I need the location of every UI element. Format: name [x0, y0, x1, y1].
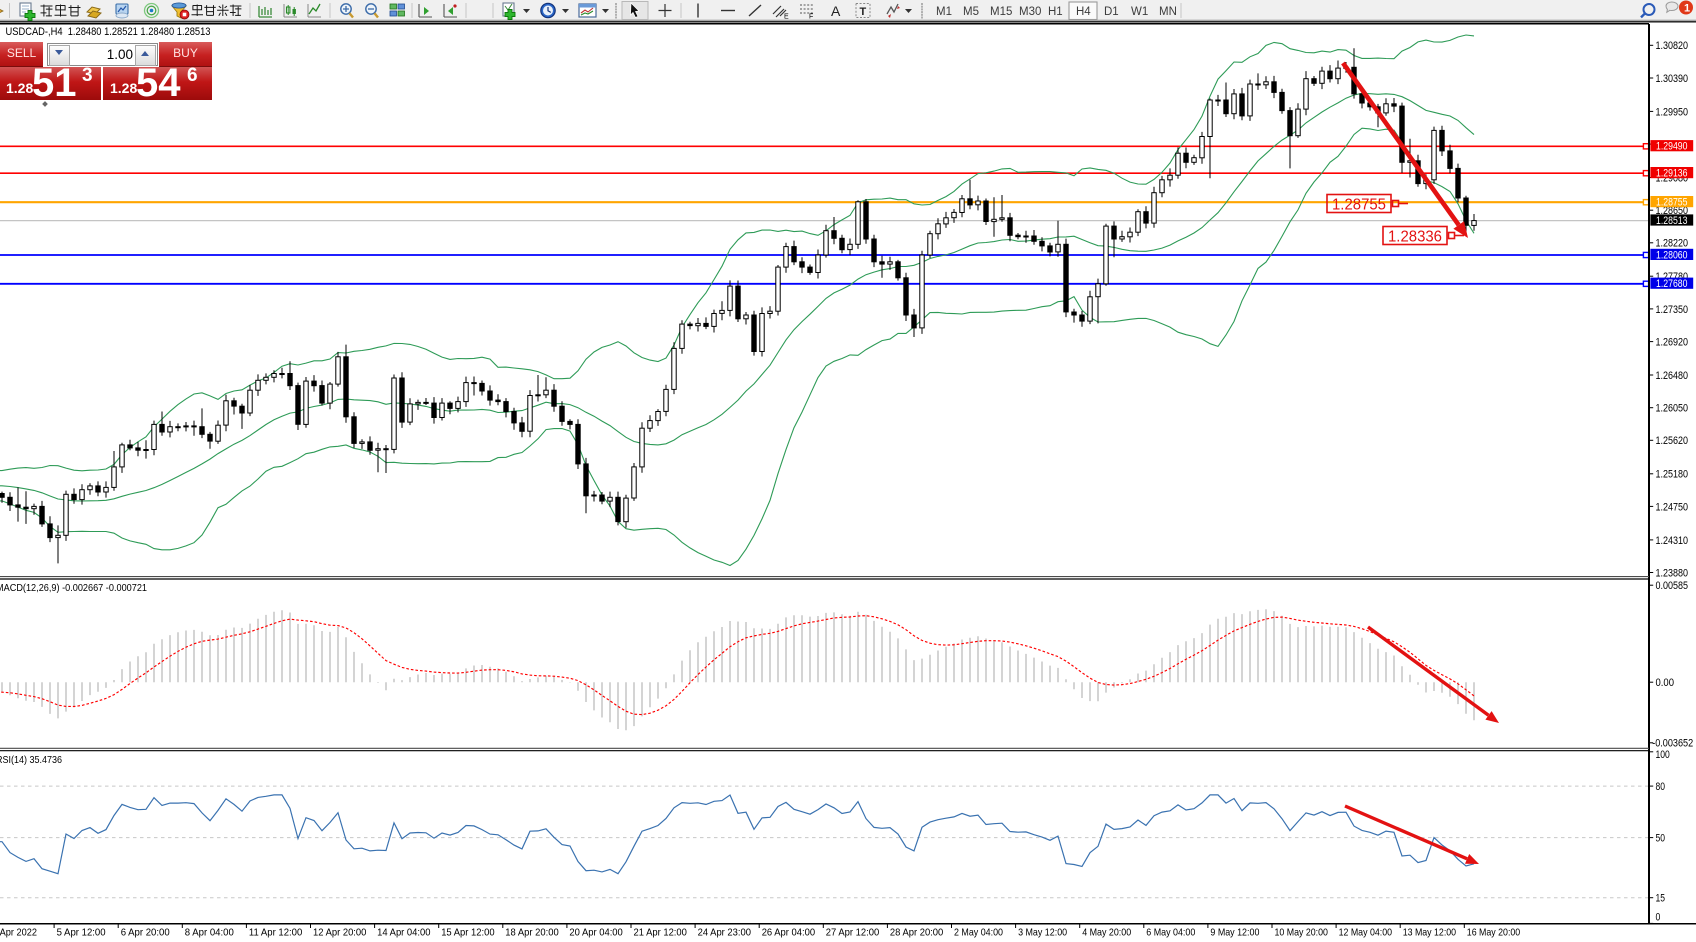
svg-text:1.24310: 1.24310	[1656, 535, 1689, 547]
svg-text:M1: M1	[936, 6, 952, 18]
svg-text:1.30390: 1.30390	[1656, 73, 1689, 85]
svg-text:M15: M15	[990, 6, 1012, 18]
svg-text:0.00585: 0.00585	[1656, 580, 1689, 592]
svg-text:1.29950: 1.29950	[1656, 106, 1689, 118]
svg-text:-0.003652: -0.003652	[1652, 738, 1693, 750]
svg-text:1.28220: 1.28220	[1656, 238, 1689, 250]
svg-text:14 Apr 04:00: 14 Apr 04:00	[377, 928, 431, 939]
svg-text:20 Apr 04:00: 20 Apr 04:00	[569, 928, 623, 939]
svg-text:W1: W1	[1131, 6, 1148, 18]
svg-text:5 Apr 12:00: 5 Apr 12:00	[57, 928, 106, 939]
svg-text:28 Apr 20:00: 28 Apr 20:00	[890, 928, 944, 939]
svg-text:E: E	[784, 14, 789, 21]
svg-text:9 May 12:00: 9 May 12:00	[1210, 928, 1259, 939]
svg-text:4 May 20:00: 4 May 20:00	[1082, 928, 1131, 939]
svg-text:4 Apr 2022: 4 Apr 2022	[0, 928, 37, 939]
svg-text:1.28755: 1.28755	[1332, 197, 1386, 214]
svg-text:H1: H1	[1048, 6, 1063, 18]
svg-text:6 Apr 20:00: 6 Apr 20:00	[121, 928, 170, 939]
svg-text:3 May 12:00: 3 May 12:00	[1018, 928, 1067, 939]
svg-text:100: 100	[1656, 749, 1670, 761]
svg-text:8 Apr 04:00: 8 Apr 04:00	[185, 928, 234, 939]
svg-text:1: 1	[1684, 3, 1690, 15]
svg-text:80: 80	[1656, 781, 1666, 793]
svg-text:USDCAD-,H4 1.28480 1.28521 1.: USDCAD-,H4 1.28480 1.28521 1.28480 1.285…	[6, 26, 211, 38]
svg-text:1.25620: 1.25620	[1656, 435, 1689, 447]
svg-text:1.27680: 1.27680	[1656, 278, 1688, 290]
svg-text:2 May 04:00: 2 May 04:00	[954, 928, 1003, 939]
svg-text:24 Apr 23:00: 24 Apr 23:00	[698, 928, 752, 939]
svg-text:M5: M5	[963, 6, 979, 18]
svg-text:26 Apr 04:00: 26 Apr 04:00	[762, 928, 816, 939]
svg-text:1.24750: 1.24750	[1656, 501, 1689, 513]
svg-text:12 May 04:00: 12 May 04:00	[1339, 928, 1393, 939]
svg-text:12 Apr 20:00: 12 Apr 20:00	[313, 928, 367, 939]
svg-text:15 Apr 12:00: 15 Apr 12:00	[441, 928, 495, 939]
svg-text:1.28755: 1.28755	[1656, 197, 1688, 209]
svg-text:0: 0	[1656, 912, 1661, 924]
svg-text:1.27350: 1.27350	[1656, 304, 1689, 316]
svg-text:1.26480: 1.26480	[1656, 370, 1689, 382]
svg-text:27 Apr 12:00: 27 Apr 12:00	[826, 928, 880, 939]
svg-text:21 Apr 12:00: 21 Apr 12:00	[634, 928, 688, 939]
svg-text:MACD(12,26,9) -0.002667 -0.000: MACD(12,26,9) -0.002667 -0.000721	[0, 582, 147, 594]
svg-text:1.29136: 1.29136	[1656, 168, 1688, 180]
svg-text:D1: D1	[1104, 6, 1119, 18]
svg-text:RSI(14) 35.4736: RSI(14) 35.4736	[0, 754, 62, 766]
svg-text:T: T	[860, 6, 867, 18]
svg-text:1.26050: 1.26050	[1656, 403, 1689, 415]
svg-text:1.28513: 1.28513	[1656, 215, 1688, 227]
svg-text:1.26920: 1.26920	[1656, 337, 1689, 349]
svg-text:1.28060: 1.28060	[1656, 249, 1688, 261]
svg-text:1.28650: 1.28650	[1656, 205, 1689, 217]
svg-text:1.28336: 1.28336	[1388, 229, 1442, 246]
svg-text:6 May 04:00: 6 May 04:00	[1146, 928, 1195, 939]
svg-text:M30: M30	[1019, 6, 1041, 18]
svg-text:H4: H4	[1076, 6, 1091, 18]
svg-text:1.25180: 1.25180	[1656, 469, 1689, 481]
svg-text:1.23880: 1.23880	[1656, 567, 1689, 579]
svg-text:15: 15	[1656, 893, 1666, 905]
svg-text:0.00: 0.00	[1656, 677, 1675, 689]
svg-text:A: A	[831, 3, 841, 19]
svg-text:1.29490: 1.29490	[1656, 141, 1688, 153]
svg-text:18 Apr 20:00: 18 Apr 20:00	[505, 928, 559, 939]
svg-text:MN: MN	[1159, 6, 1177, 18]
svg-text:1.30820: 1.30820	[1656, 40, 1689, 52]
svg-text:13 May 12:00: 13 May 12:00	[1403, 928, 1457, 939]
svg-text:10 May 20:00: 10 May 20:00	[1275, 928, 1329, 939]
svg-text:F: F	[809, 14, 813, 21]
svg-text:16 May 20:00: 16 May 20:00	[1467, 928, 1521, 939]
svg-text:50: 50	[1656, 832, 1666, 844]
svg-text:11 Apr 12:00: 11 Apr 12:00	[249, 928, 303, 939]
